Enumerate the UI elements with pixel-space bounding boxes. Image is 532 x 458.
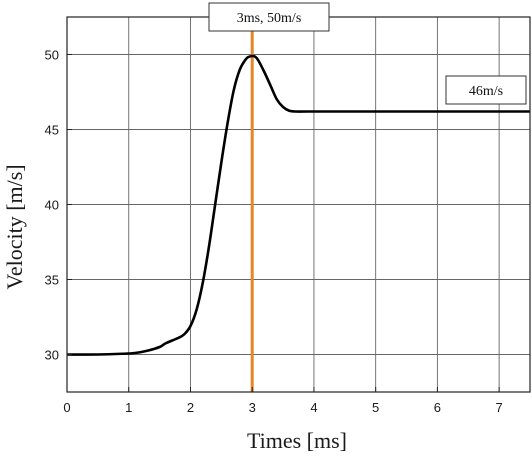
y-tick-label: 35 <box>45 273 59 288</box>
y-tick-label: 30 <box>45 348 59 363</box>
x-tick-label: 1 <box>125 400 132 415</box>
peak-annotation-text: 3ms, 50m/s <box>237 11 302 26</box>
x-tick-label: 7 <box>496 400 503 415</box>
grid-lines <box>66 17 530 392</box>
steady-annotation: 46m/s <box>445 75 527 105</box>
x-tick-label: 6 <box>434 400 441 415</box>
x-tick-label: 4 <box>310 400 317 415</box>
x-axis-label: Times [ms] <box>247 428 347 453</box>
x-tick-label: 5 <box>372 400 379 415</box>
x-tick-label: 0 <box>63 400 70 415</box>
series-group <box>66 54 530 356</box>
y-tick-label: 40 <box>45 198 59 213</box>
y-tick-group: 30 35 40 45 50 <box>45 48 72 363</box>
steady-annotation-text: 46m/s <box>469 84 503 99</box>
x-tick-label: 3 <box>249 400 256 415</box>
peak-annotation: 3ms, 50m/s <box>208 2 330 32</box>
peak-annotation-box <box>208 2 330 32</box>
x-tick-label: 2 <box>187 400 194 415</box>
steady-annotation-box <box>445 75 527 105</box>
y-axis-label: Velocity [m/s] <box>2 164 27 289</box>
x-tick-group: 0 1 2 3 4 5 6 7 <box>63 387 503 415</box>
y-tick-label: 45 <box>45 123 59 138</box>
velocity-series-line <box>66 54 530 356</box>
y-tick-label: 50 <box>45 48 59 63</box>
